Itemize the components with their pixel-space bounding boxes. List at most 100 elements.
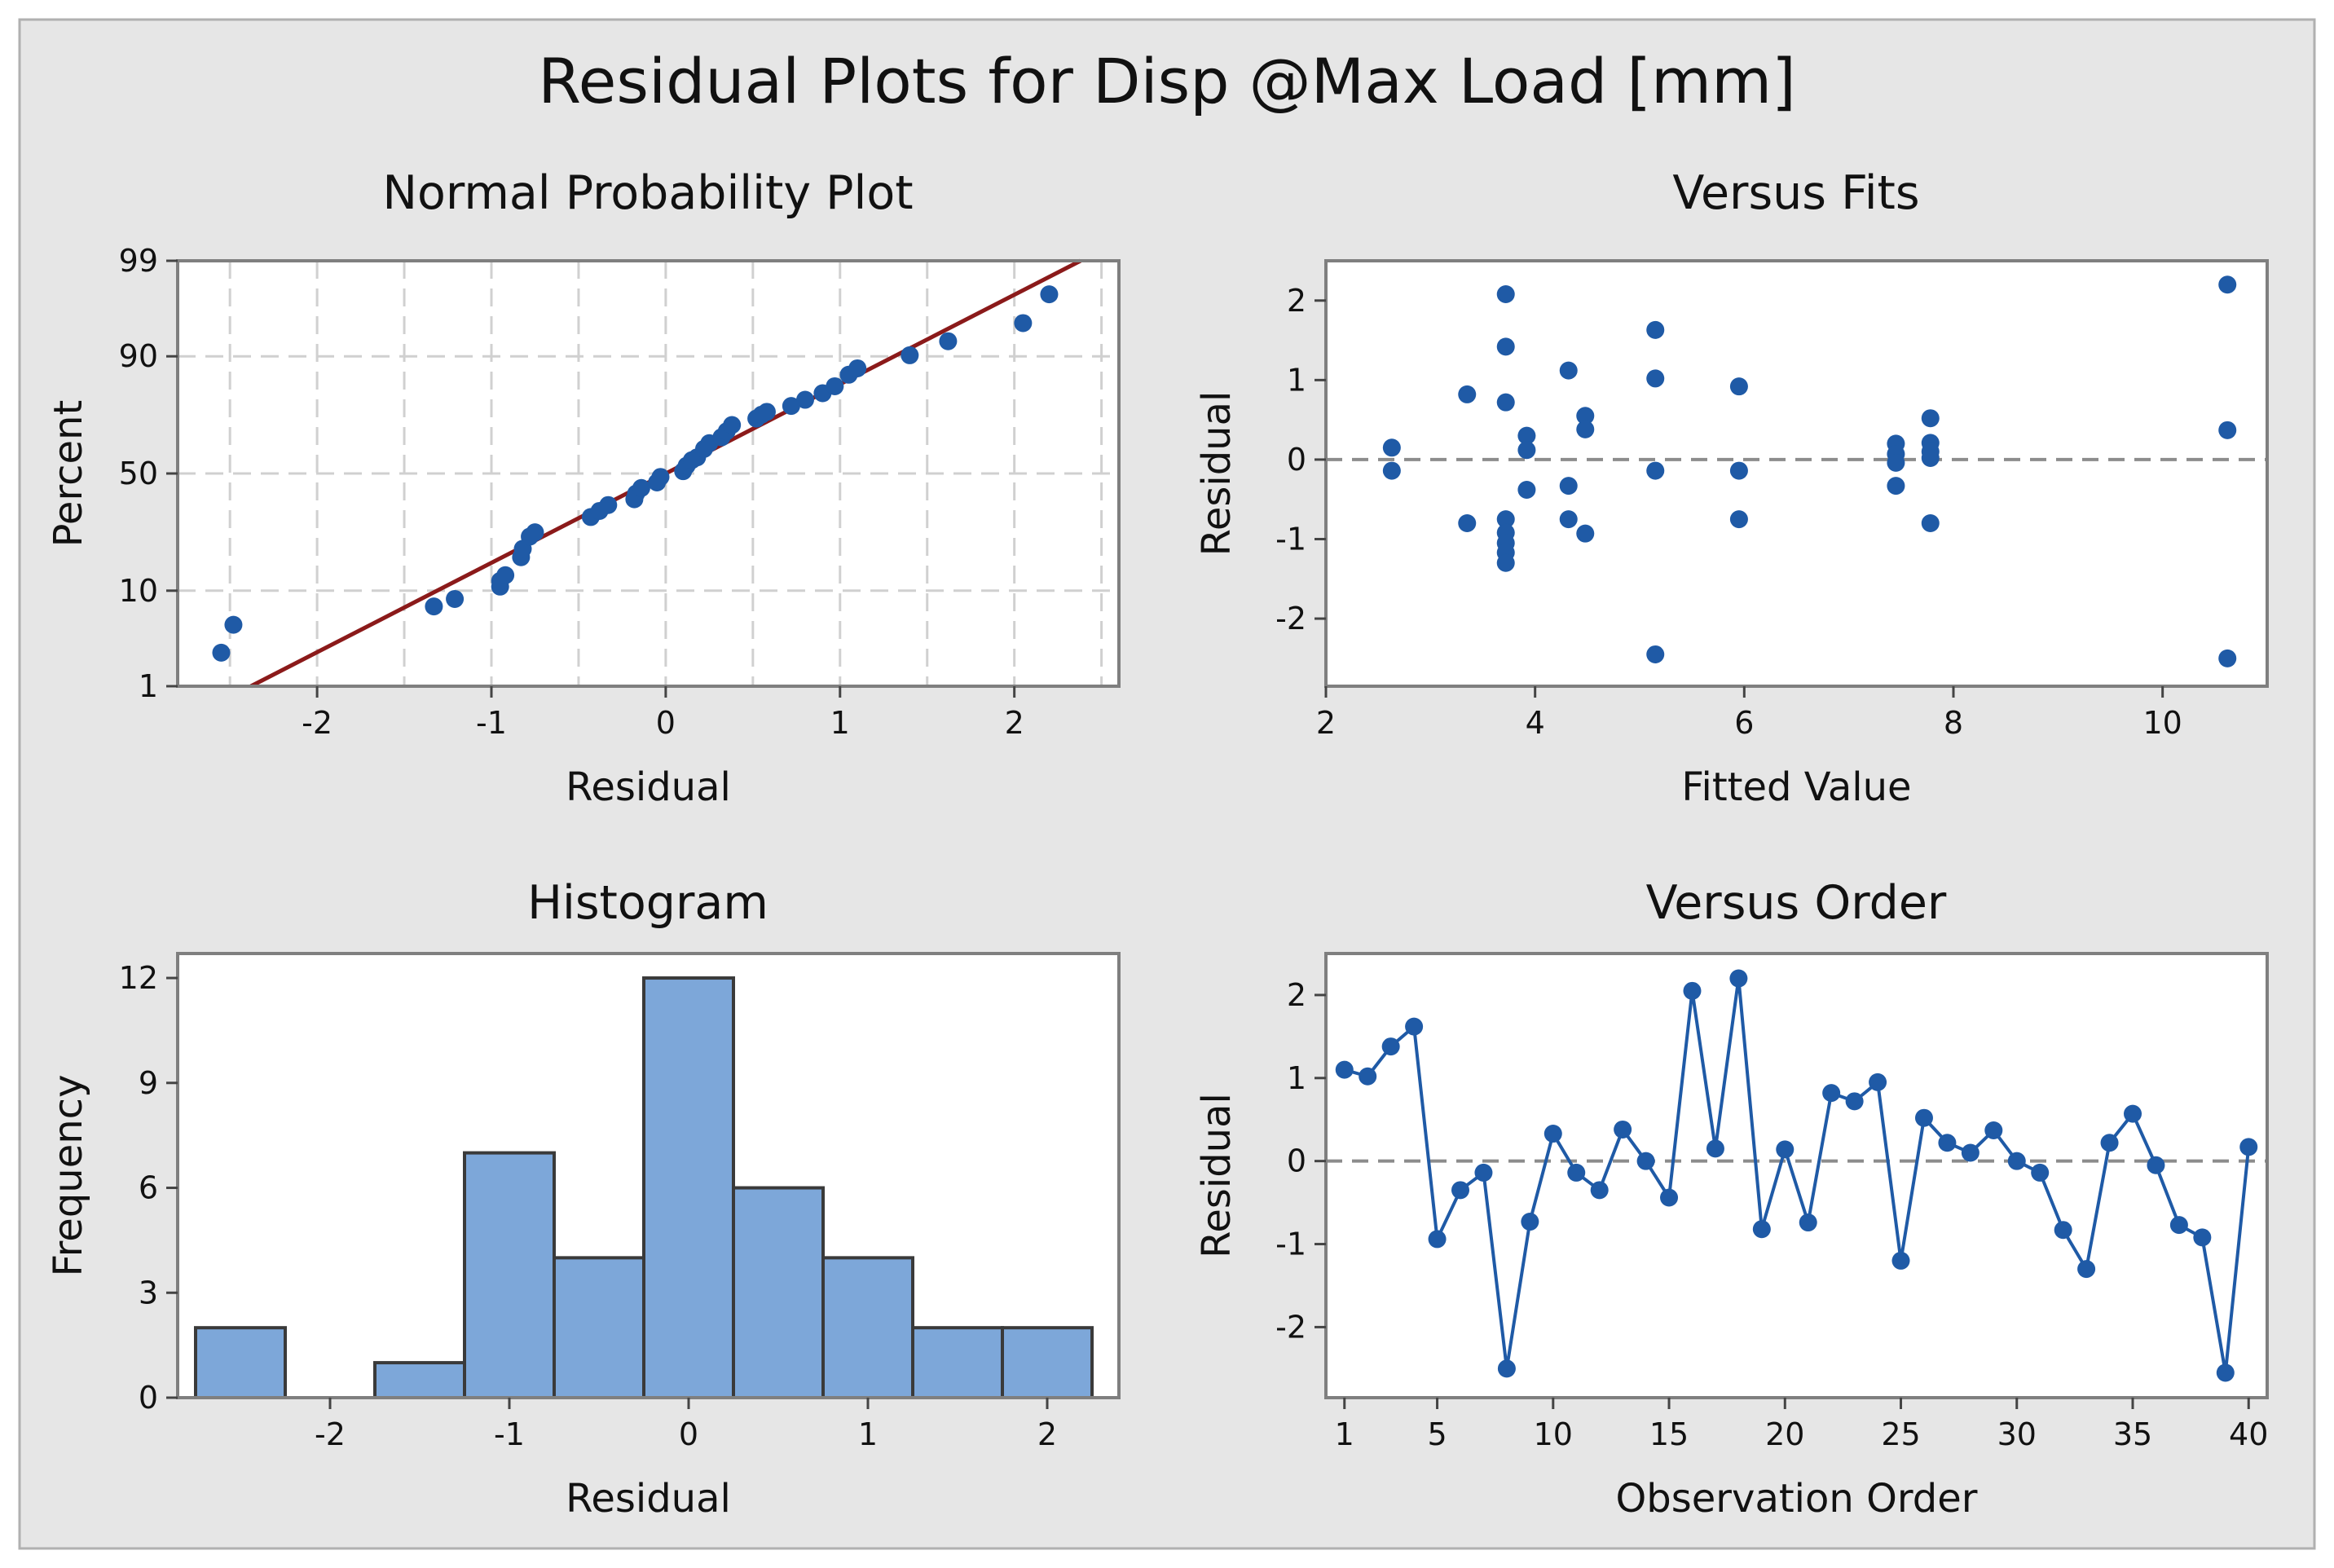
- versus-order-point: [1776, 1140, 1795, 1159]
- normal-prob-point: [757, 403, 776, 421]
- versus-order-point: [2054, 1221, 2072, 1240]
- normal-prob-x-tick-label: -1: [476, 705, 507, 741]
- versus-fits-point: [1517, 481, 1536, 500]
- versus-fits-x-tick-label: 2: [1316, 705, 1336, 741]
- versus-fits-point: [2218, 275, 2237, 294]
- histogram-x-tick-label: 1: [858, 1416, 878, 1452]
- normal-prob-point: [224, 615, 243, 634]
- versus-fits-point: [1921, 409, 1940, 428]
- versus-fits-point: [1646, 461, 1665, 480]
- versus-fits-point: [1496, 337, 1515, 356]
- versus-fits-point: [1559, 510, 1578, 529]
- versus-fits-x-tick-label: 4: [1526, 705, 1545, 741]
- histogram-x-axis-label: Residual: [566, 1476, 731, 1522]
- versus-fits-x-axis-label: Fitted Value: [1681, 764, 1911, 810]
- versus-fits-y-tick-label: 1: [1287, 362, 1306, 398]
- versus-order-y-tick-label: 1: [1287, 1060, 1306, 1096]
- versus-fits-point: [2218, 421, 2237, 439]
- normal-prob-x-tick-label: 2: [1005, 705, 1024, 741]
- versus-order-series-line: [1344, 978, 2251, 1373]
- versus-order-point: [1660, 1188, 1679, 1207]
- versus-fits-x-tick-label: 6: [1734, 705, 1754, 741]
- histogram-x-tick-label: 0: [679, 1416, 698, 1452]
- versus-order-x-tick-label: 15: [1649, 1416, 1689, 1452]
- versus-fits-point: [1646, 369, 1665, 388]
- normal-prob-point: [526, 523, 544, 542]
- versus-fits-x-tick-label: 10: [2142, 705, 2182, 741]
- normal-prob-y-axis-label: Percent: [46, 400, 91, 548]
- versus-order-point: [1405, 1017, 1424, 1036]
- versus-fits-point: [1458, 513, 1477, 532]
- versus-order-point: [1822, 1084, 1841, 1103]
- versus-fits-point: [1646, 645, 1665, 663]
- versus-fits-panel: Versus Fits 2 4 6 8 10 -2 -1 0 1 2 Fitted Value Resi…: [1194, 166, 2269, 810]
- normal-prob-point: [651, 468, 670, 487]
- versus-order-point: [1636, 1152, 1655, 1170]
- normal-prob-point: [826, 377, 844, 395]
- versus-fits-point: [1496, 284, 1515, 303]
- versus-fits-y-tick-label: 0: [1287, 442, 1306, 478]
- versus-fits-point: [1559, 477, 1578, 496]
- normal-prob-y-tick-label: 1: [139, 668, 158, 704]
- versus-order-point: [1590, 1181, 1609, 1200]
- normal-prob-point: [1040, 285, 1059, 304]
- normal-prob-point: [425, 597, 443, 616]
- versus-order-point: [1359, 1067, 1377, 1086]
- versus-order-point: [2077, 1260, 2096, 1279]
- versus-order-point: [1544, 1125, 1562, 1143]
- versus-order-point: [1521, 1213, 1539, 1231]
- histogram-title: Histogram: [527, 876, 768, 930]
- versus-order-point: [1474, 1163, 1493, 1182]
- normal-prob-x-tick-label: 1: [830, 705, 850, 741]
- normal-prob-point: [901, 346, 919, 364]
- versus-order-point: [2216, 1363, 2235, 1382]
- histogram-x-tick-label: 2: [1037, 1416, 1057, 1452]
- histogram-y-tick-label: 6: [139, 1170, 158, 1206]
- versus-order-point: [1914, 1108, 1933, 1127]
- versus-fits-y-axis-label: Residual: [1194, 391, 1240, 557]
- versus-fits-y-tick-label: 2: [1287, 283, 1306, 319]
- normal-prob-panel: Normal Probability Plot -2 -1 0 1 2 1 10 50 90 99 R…: [46, 166, 1121, 810]
- versus-fits-point: [1576, 407, 1595, 425]
- versus-fits-point: [1496, 393, 1515, 412]
- versus-order-x-axis-label: Observation Order: [1616, 1476, 1978, 1522]
- versus-fits-point: [1887, 477, 1905, 496]
- histogram-bar: [821, 1256, 914, 1399]
- versus-fits-x-tick-label: 8: [1944, 705, 1963, 741]
- versus-fits-frame: [1324, 259, 2269, 688]
- versus-order-x-tick-label: 30: [1997, 1416, 2037, 1452]
- versus-order-point: [1869, 1072, 1887, 1091]
- versus-fits-point: [1559, 361, 1578, 380]
- normal-prob-y-tick-label: 10: [119, 573, 158, 609]
- versus-order-point: [1984, 1121, 2003, 1139]
- versus-fits-point: [1382, 438, 1401, 457]
- versus-order-x-tick-label: 35: [2113, 1416, 2152, 1452]
- versus-fits-point: [1496, 510, 1515, 529]
- histogram-x-tick-label: -2: [315, 1416, 346, 1452]
- versus-order-point: [1335, 1060, 1354, 1079]
- versus-order-point: [2169, 1216, 2188, 1235]
- versus-order-x-tick-label: 20: [1765, 1416, 1804, 1452]
- versus-fits-point: [1517, 441, 1536, 460]
- histogram-bar: [642, 976, 735, 1400]
- normal-prob-title: Normal Probability Plot: [382, 166, 913, 220]
- histogram-bar: [911, 1326, 1004, 1399]
- normal-prob-point: [632, 478, 650, 497]
- normal-prob-y-tick-label: 90: [119, 338, 158, 374]
- versus-order-point: [1706, 1139, 1724, 1158]
- versus-order-point: [1891, 1251, 1910, 1270]
- versus-order-y-tick-label: 2: [1287, 977, 1306, 1013]
- versus-fits-title: Versus Fits: [1672, 166, 1919, 220]
- histogram-bar: [553, 1256, 645, 1399]
- normal-prob-point: [446, 589, 465, 608]
- normal-prob-point: [1014, 314, 1033, 333]
- versus-order-point: [1497, 1359, 1516, 1378]
- normal-prob-x-axis-label: Residual: [566, 764, 731, 810]
- normal-prob-y-tick-label: 99: [119, 243, 158, 279]
- histogram-bar: [1001, 1326, 1094, 1399]
- versus-order-point: [1752, 1220, 1771, 1239]
- versus-order-point: [2124, 1104, 2142, 1123]
- versus-fits-point: [2218, 649, 2237, 667]
